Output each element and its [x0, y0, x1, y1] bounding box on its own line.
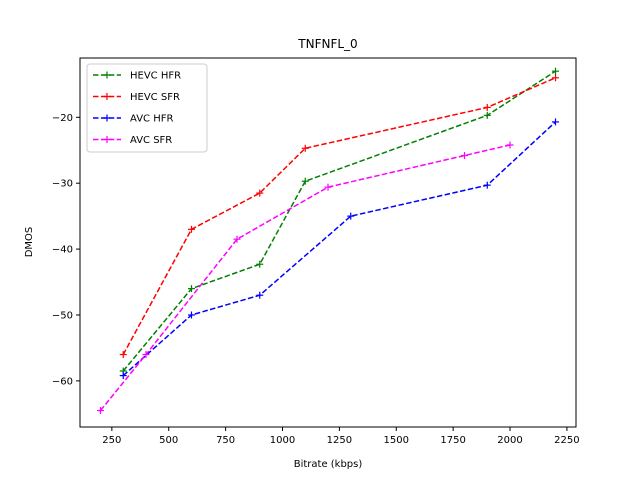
series-line-avc-hfr — [122, 121, 557, 377]
y-tick-label: −50 — [52, 310, 73, 321]
data-point-avc-sfr — [142, 351, 150, 359]
chart-title: TNFNFL_0 — [297, 37, 357, 51]
data-point-hevc-sfr — [119, 351, 127, 359]
data-point-avc-hfr — [347, 212, 355, 220]
x-tick-label: 2000 — [497, 435, 522, 446]
data-point-avc-hfr — [256, 291, 264, 299]
series-line-hevc-sfr — [122, 77, 556, 355]
x-axis-label: Bitrate (kbps) — [294, 459, 363, 470]
x-tick-label: 1750 — [440, 435, 465, 446]
legend: HEVC HFR HEVC SFR AVC HFR AVC SFR — [86, 63, 208, 153]
x-axis: 250 500 750 1000 1250 1500 1750 2000 2250 — [102, 427, 580, 446]
legend-item-avc-sfr: AVC SFR — [93, 135, 172, 146]
x-tick-label: 1500 — [384, 435, 409, 446]
legend-item-hevc-hfr: HEVC HFR — [93, 71, 181, 82]
legend-label: AVC SFR — [130, 135, 172, 146]
y-tick-label: −60 — [52, 376, 73, 387]
x-tick-label: 1250 — [327, 435, 352, 446]
x-tick-label: 250 — [102, 435, 121, 446]
data-point-hevc-sfr — [552, 74, 560, 82]
legend-label: HEVC SFR — [130, 92, 180, 103]
data-point-avc-hfr — [187, 311, 195, 319]
legend-marker — [103, 114, 111, 122]
data-point-avc-sfr — [461, 152, 469, 160]
data-point-avc-sfr — [324, 183, 332, 191]
data-point-hevc-sfr — [483, 103, 491, 111]
series-line-hevc-hfr — [122, 70, 556, 372]
y-axis: −60 −50 −40 −30 −20 — [52, 113, 80, 387]
legend-box — [86, 63, 208, 153]
data-point-hevc-hfr — [483, 111, 491, 119]
y-axis-label: DMOS — [24, 227, 35, 258]
legend-label: AVC HFR — [130, 114, 173, 125]
data-point-avc-hfr — [119, 372, 127, 380]
data-point-avc-hfr — [552, 118, 560, 126]
series-line-avc-sfr — [99, 144, 511, 412]
data-point-avc-hfr — [483, 181, 491, 189]
x-tick-label: 2250 — [554, 435, 579, 446]
legend-item-avc-hfr: AVC HFR — [93, 114, 173, 125]
data-point-hevc-hfr — [187, 285, 195, 293]
x-tick-label: 750 — [216, 435, 235, 446]
data-point-hevc-hfr — [552, 67, 560, 75]
legend-marker — [103, 136, 111, 143]
y-tick-label: −20 — [52, 113, 73, 124]
plot-frame — [79, 57, 577, 428]
legend-item-hevc-sfr: HEVC SFR — [93, 92, 180, 103]
plot-area — [96, 67, 560, 415]
y-tick-label: −30 — [52, 179, 73, 190]
x-tick-label: 1000 — [270, 435, 295, 446]
data-point-hevc-sfr — [256, 189, 264, 197]
data-point-hevc-sfr — [301, 144, 309, 152]
legend-label: HEVC HFR — [130, 71, 181, 82]
data-point-hevc-hfr — [301, 177, 309, 185]
legend-marker — [103, 71, 111, 79]
data-point-hevc-hfr — [256, 260, 264, 268]
data-point-avc-sfr — [233, 235, 241, 243]
legend-marker — [103, 93, 111, 100]
x-tick-label: 500 — [159, 435, 178, 446]
y-tick-label: −40 — [52, 245, 73, 256]
data-point-avc-sfr — [506, 141, 514, 149]
data-point-avc-sfr — [96, 407, 104, 415]
data-point-hevc-sfr — [187, 225, 195, 233]
